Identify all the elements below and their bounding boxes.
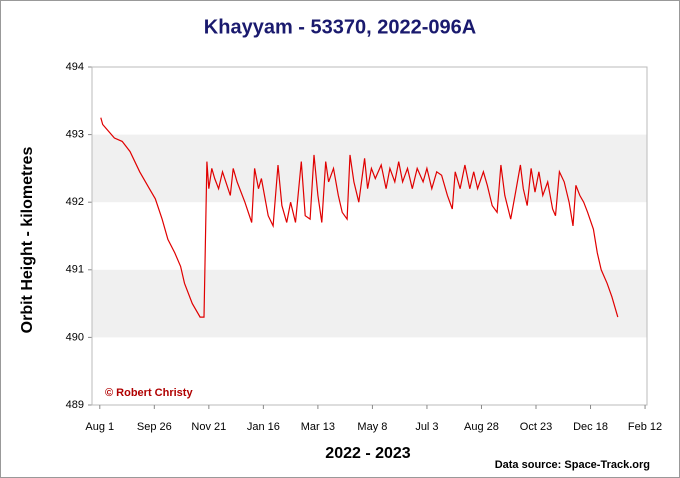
x-tick-label: Aug 28	[464, 421, 499, 433]
x-tick-label: Sep 26	[137, 421, 172, 433]
x-tick-label: Jan 16	[247, 421, 280, 433]
x-tick-label: Aug 1	[85, 421, 114, 433]
grid-band	[92, 134, 647, 203]
source: Data source: Space-Track.org	[495, 459, 650, 471]
y-tick-label: 489	[66, 399, 84, 411]
y-tick-label: 493	[66, 129, 84, 141]
grid-band	[92, 269, 647, 338]
y-axis-label: Orbit Height - kilometres	[19, 147, 36, 334]
y-tick-label: 494	[66, 61, 84, 73]
x-tick-label: May 8	[357, 421, 387, 433]
y-tick-label: 491	[66, 264, 84, 276]
x-tick-label: Nov 21	[191, 421, 226, 433]
x-axis-label: 2022 - 2023	[325, 445, 411, 462]
line	[100, 117, 619, 318]
x-tick-label: Mar 13	[301, 421, 335, 433]
x-tick-label: Dec 18	[573, 421, 608, 433]
bands	[92, 134, 647, 338]
x-tick-label: Oct 23	[520, 421, 552, 433]
plot-area	[91, 66, 648, 406]
y-tick-label: 492	[66, 196, 84, 208]
x-tick-label: Jul 3	[415, 421, 438, 433]
credit: © Robert Christy	[105, 387, 193, 399]
y-tick-label: 490	[66, 331, 84, 343]
x-tick-label: Feb 12	[628, 421, 662, 433]
chart-title: Khayyam - 53370, 2022-096A	[204, 16, 476, 38]
